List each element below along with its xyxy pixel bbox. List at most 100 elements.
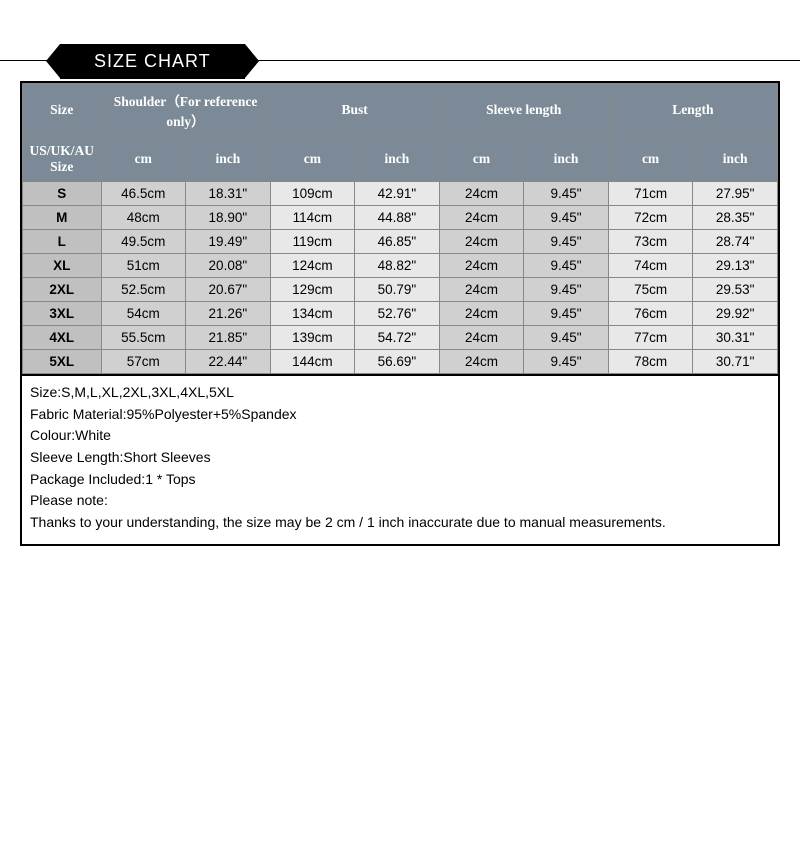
cell-len_in: 30.31" [693,326,778,350]
cell-shoulder_in: 19.49" [186,230,271,254]
unit-cm: cm [439,137,524,182]
col-length-header: Length [608,84,777,137]
cell-bust_cm: 109cm [270,182,355,206]
note-line: Size:S,M,L,XL,2XL,3XL,4XL,5XL [30,382,770,404]
table-row: 4XL55.5cm21.85"139cm54.72"24cm9.45"77cm3… [23,326,778,350]
cell-sleeve_cm: 24cm [439,350,524,374]
cell-bust_in: 48.82" [355,254,440,278]
cell-len_cm: 76cm [608,302,693,326]
cell-bust_cm: 144cm [270,350,355,374]
cell-sleeve_in: 9.45" [524,206,609,230]
table-row: 5XL57cm22.44"144cm56.69"24cm9.45"78cm30.… [23,350,778,374]
cell-shoulder_cm: 46.5cm [101,182,186,206]
cell-len_in: 28.74" [693,230,778,254]
cell-shoulder_in: 21.26" [186,302,271,326]
cell-shoulder_in: 20.67" [186,278,271,302]
cell-sleeve_in: 9.45" [524,278,609,302]
cell-size: L [23,230,102,254]
cell-shoulder_in: 18.90" [186,206,271,230]
table-row: 3XL54cm21.26"134cm52.76"24cm9.45"76cm29.… [23,302,778,326]
cell-shoulder_cm: 48cm [101,206,186,230]
cell-len_cm: 74cm [608,254,693,278]
cell-bust_cm: 114cm [270,206,355,230]
cell-len_in: 29.13" [693,254,778,278]
note-line: Sleeve Length:Short Sleeves [30,447,770,469]
cell-bust_cm: 139cm [270,326,355,350]
cell-bust_in: 52.76" [355,302,440,326]
size-chart-title: SIZE CHART [60,44,245,79]
table-row: S46.5cm18.31"109cm42.91"24cm9.45"71cm27.… [23,182,778,206]
cell-shoulder_cm: 54cm [101,302,186,326]
cell-len_in: 29.92" [693,302,778,326]
cell-len_cm: 72cm [608,206,693,230]
cell-bust_in: 42.91" [355,182,440,206]
cell-sleeve_in: 9.45" [524,182,609,206]
cell-size: 4XL [23,326,102,350]
cell-len_in: 28.35" [693,206,778,230]
product-notes: Size:S,M,L,XL,2XL,3XL,4XL,5XLFabric Mate… [22,374,778,544]
size-table: Size Shoulder（For reference only） Bust S… [22,83,778,374]
cell-shoulder_cm: 52.5cm [101,278,186,302]
unit-cm: cm [101,137,186,182]
col-bust-header: Bust [270,84,439,137]
cell-size: 5XL [23,350,102,374]
cell-shoulder_in: 22.44" [186,350,271,374]
table-row: 2XL52.5cm20.67"129cm50.79"24cm9.45"75cm2… [23,278,778,302]
cell-shoulder_in: 18.31" [186,182,271,206]
note-line: Fabric Material:95%Polyester+5%Spandex [30,404,770,426]
cell-sleeve_cm: 24cm [439,302,524,326]
table-row: L49.5cm19.49"119cm46.85"24cm9.45"73cm28.… [23,230,778,254]
cell-bust_in: 44.88" [355,206,440,230]
cell-sleeve_in: 9.45" [524,326,609,350]
cell-size: S [23,182,102,206]
cell-sleeve_cm: 24cm [439,230,524,254]
title-rule: SIZE CHART [0,60,800,61]
cell-size: XL [23,254,102,278]
cell-bust_in: 54.72" [355,326,440,350]
col-size-region: US/UK/AU Size [23,137,102,182]
unit-cm: cm [270,137,355,182]
cell-sleeve_cm: 24cm [439,254,524,278]
cell-shoulder_in: 20.08" [186,254,271,278]
header-row-1: Size Shoulder（For reference only） Bust S… [23,84,778,137]
size-chart-panel: Size Shoulder（For reference only） Bust S… [20,81,780,546]
note-line: Please note: [30,490,770,512]
cell-shoulder_in: 21.85" [186,326,271,350]
note-line: Package Included:1 * Tops [30,469,770,491]
cell-len_in: 29.53" [693,278,778,302]
cell-sleeve_in: 9.45" [524,254,609,278]
header-row-2: US/UK/AU Size cm inch cm inch cm inch cm… [23,137,778,182]
cell-bust_cm: 129cm [270,278,355,302]
unit-inch: inch [524,137,609,182]
cell-sleeve_cm: 24cm [439,206,524,230]
table-row: M48cm18.90"114cm44.88"24cm9.45"72cm28.35… [23,206,778,230]
cell-shoulder_cm: 55.5cm [101,326,186,350]
cell-shoulder_cm: 57cm [101,350,186,374]
cell-len_cm: 71cm [608,182,693,206]
cell-sleeve_cm: 24cm [439,182,524,206]
unit-inch: inch [355,137,440,182]
cell-sleeve_in: 9.45" [524,230,609,254]
cell-shoulder_cm: 51cm [101,254,186,278]
cell-size: 2XL [23,278,102,302]
cell-sleeve_cm: 24cm [439,326,524,350]
col-size-header: Size [23,84,102,137]
cell-bust_in: 56.69" [355,350,440,374]
cell-size: M [23,206,102,230]
cell-bust_cm: 119cm [270,230,355,254]
cell-bust_cm: 134cm [270,302,355,326]
cell-bust_cm: 124cm [270,254,355,278]
unit-cm: cm [608,137,693,182]
cell-bust_in: 50.79" [355,278,440,302]
col-shoulder-header: Shoulder（For reference only） [101,84,270,137]
cell-len_cm: 73cm [608,230,693,254]
cell-len_in: 27.95" [693,182,778,206]
cell-len_in: 30.71" [693,350,778,374]
unit-inch: inch [186,137,271,182]
col-sleeve-header: Sleeve length [439,84,608,137]
cell-size: 3XL [23,302,102,326]
cell-len_cm: 77cm [608,326,693,350]
cell-bust_in: 46.85" [355,230,440,254]
cell-sleeve_in: 9.45" [524,302,609,326]
cell-sleeve_in: 9.45" [524,350,609,374]
